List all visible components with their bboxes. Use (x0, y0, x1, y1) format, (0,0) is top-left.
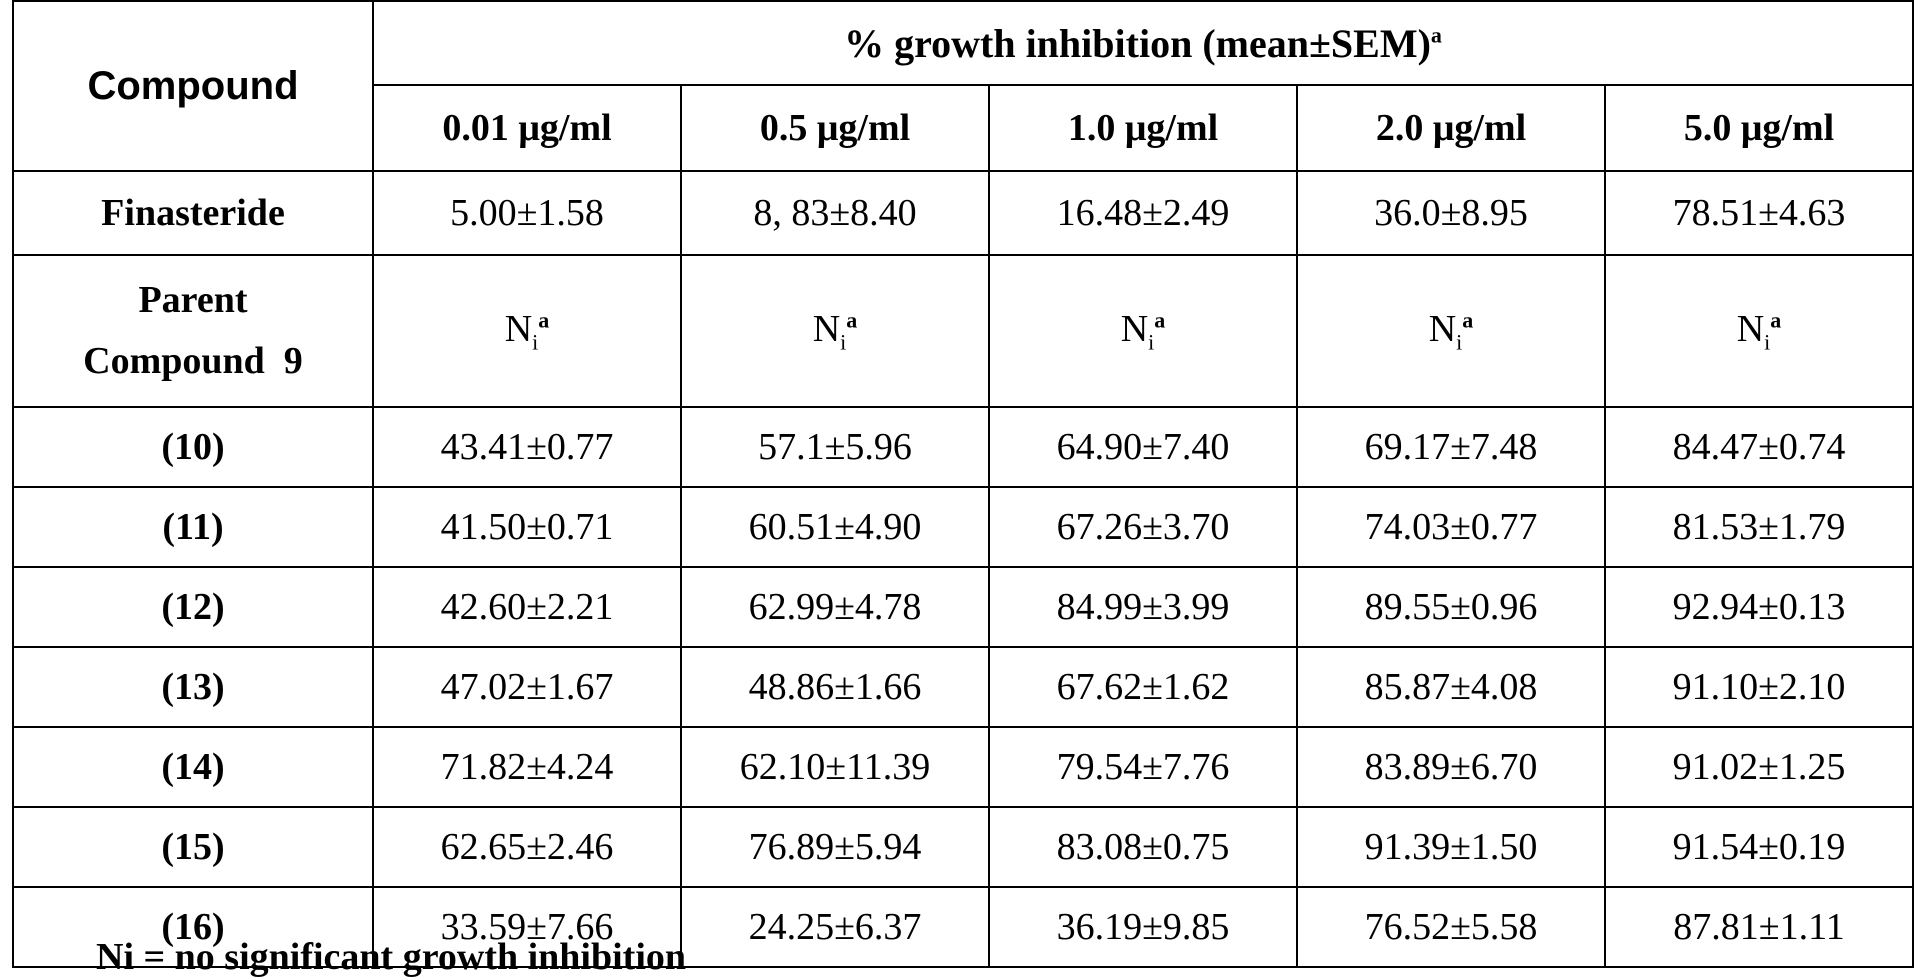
row-label: Parent Compound 9 (13, 255, 373, 407)
table-cell: 91.02±1.25 (1605, 727, 1913, 807)
table-cell: 84.99±3.99 (989, 567, 1297, 647)
ni-sub: i (1148, 329, 1154, 354)
table-row: (14) 71.82±4.24 62.10±11.39 79.54±7.76 8… (13, 727, 1913, 807)
concentration-header: 0.01 μg/ml (373, 85, 681, 171)
ni-cell: Nia (1605, 255, 1913, 407)
table-cell: 83.08±0.75 (989, 807, 1297, 887)
table-cell: 76.89±5.94 (681, 807, 989, 887)
concentration-header: 5.0 μg/ml (1605, 85, 1913, 171)
table-cell: 84.47±0.74 (1605, 407, 1913, 487)
ni-sub: i (1764, 329, 1770, 354)
ni-cell: Nia (681, 255, 989, 407)
table-cell: 24.25±6.37 (681, 887, 989, 967)
ni-cell: Nia (1297, 255, 1605, 407)
table-cell: 8, 83±8.40 (681, 171, 989, 255)
table-row: (15) 62.65±2.46 76.89±5.94 83.08±0.75 91… (13, 807, 1913, 887)
table-cell: 60.51±4.90 (681, 487, 989, 567)
parent-label-line2: Compound 9 (83, 340, 303, 382)
table-cell: 76.52±5.58 (1297, 887, 1605, 967)
table-cell: 57.1±5.96 (681, 407, 989, 487)
table-cell: 78.51±4.63 (1605, 171, 1913, 255)
table-cell: 91.39±1.50 (1297, 807, 1605, 887)
table-row: (12) 42.60±2.21 62.99±4.78 84.99±3.99 89… (13, 567, 1913, 647)
table-cell: 89.55±0.96 (1297, 567, 1605, 647)
table-row-finasteride: Finasteride 5.00±1.58 8, 83±8.40 16.48±2… (13, 171, 1913, 255)
row-label: (15) (13, 807, 373, 887)
concentration-header: 0.5 μg/ml (681, 85, 989, 171)
ni-base: N (1737, 308, 1764, 350)
table-cell: 5.00±1.58 (373, 171, 681, 255)
growth-inhibition-table: Compound % growth inhibition (mean±SEM)a… (12, 0, 1914, 968)
table-cell: 62.65±2.46 (373, 807, 681, 887)
ni-base: N (1121, 308, 1148, 350)
ni-cell: Nia (373, 255, 681, 407)
table-cell: 62.10±11.39 (681, 727, 989, 807)
concentration-header: 2.0 μg/ml (1297, 85, 1605, 171)
table-cell: 36.0±8.95 (1297, 171, 1605, 255)
ni-base: N (505, 308, 532, 350)
table-cell: 41.50±0.71 (373, 487, 681, 567)
table-cell: 85.87±4.08 (1297, 647, 1605, 727)
ni-sup: a (538, 307, 549, 332)
ni-sub: i (840, 329, 846, 354)
concentration-header: 1.0 μg/ml (989, 85, 1297, 171)
table-cell: 67.26±3.70 (989, 487, 1297, 567)
table-cell: 81.53±1.79 (1605, 487, 1913, 567)
ni-base: N (813, 308, 840, 350)
table-cell: 36.19±9.85 (989, 887, 1297, 967)
table-cell: 16.48±2.49 (989, 171, 1297, 255)
compound-header: Compound (13, 1, 373, 171)
row-label: (10) (13, 407, 373, 487)
header-row-1: Compound % growth inhibition (mean±SEM)a (13, 1, 1913, 85)
row-label: (11) (13, 487, 373, 567)
table-cell: 92.94±0.13 (1605, 567, 1913, 647)
ni-sup: a (1462, 307, 1473, 332)
table-cell: 47.02±1.67 (373, 647, 681, 727)
growth-inhibition-header-text: % growth inhibition (mean±SEM) (844, 21, 1431, 66)
table-cell: 64.90±7.40 (989, 407, 1297, 487)
table-row: (13) 47.02±1.67 48.86±1.66 67.62±1.62 85… (13, 647, 1913, 727)
table-cell: 67.62±1.62 (989, 647, 1297, 727)
parent-label-line1: Parent (138, 279, 247, 321)
ni-sup: a (1154, 307, 1165, 332)
table-cell: 48.86±1.66 (681, 647, 989, 727)
table-cell: 87.81±1.11 (1605, 887, 1913, 967)
table-cell: 42.60±2.21 (373, 567, 681, 647)
row-label: (13) (13, 647, 373, 727)
ni-sub: i (1456, 329, 1462, 354)
table-row: (10) 43.41±0.77 57.1±5.96 64.90±7.40 69.… (13, 407, 1913, 487)
ni-cell: Nia (989, 255, 1297, 407)
table-row: (11) 41.50±0.71 60.51±4.90 67.26±3.70 74… (13, 487, 1913, 567)
row-label: (12) (13, 567, 373, 647)
footnote-marker: a (1431, 22, 1442, 47)
table-cell: 91.54±0.19 (1605, 807, 1913, 887)
table-cell: 91.10±2.10 (1605, 647, 1913, 727)
growth-inhibition-header: % growth inhibition (mean±SEM)a (373, 1, 1913, 85)
table-cell: 43.41±0.77 (373, 407, 681, 487)
ni-sup: a (1770, 307, 1781, 332)
table-cell: 79.54±7.76 (989, 727, 1297, 807)
table-cell: 74.03±0.77 (1297, 487, 1605, 567)
row-label: Finasteride (13, 171, 373, 255)
table-footnote: Ni = no significant growth inhibition (96, 938, 686, 976)
table-cell: 83.89±6.70 (1297, 727, 1605, 807)
row-label: (14) (13, 727, 373, 807)
table-cell: 62.99±4.78 (681, 567, 989, 647)
table-row-parent-compound: Parent Compound 9 Nia Nia Nia Nia Nia (13, 255, 1913, 407)
table-cell: 71.82±4.24 (373, 727, 681, 807)
ni-sub: i (532, 329, 538, 354)
ni-base: N (1429, 308, 1456, 350)
table-cell: 69.17±7.48 (1297, 407, 1605, 487)
ni-sup: a (846, 307, 857, 332)
